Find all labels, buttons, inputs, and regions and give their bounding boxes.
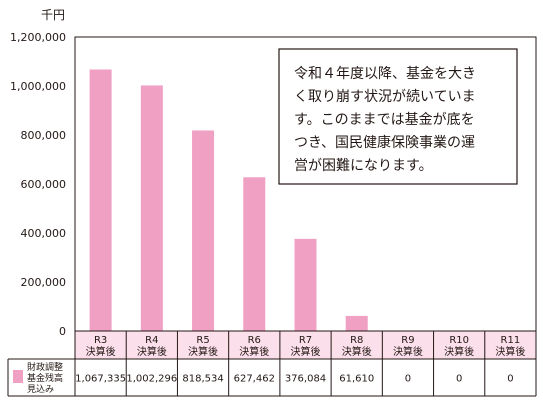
y-tick-label: 400,000 (21, 227, 67, 240)
bar (345, 315, 368, 331)
category-label-sub: 決算後 (444, 345, 474, 358)
legend-swatch (13, 370, 23, 383)
bar (192, 130, 215, 331)
bar (89, 69, 112, 331)
annotation-line: 令和４年度以降、基金を大き (294, 65, 476, 82)
annotation-line: す。このままでは基金が底を (294, 111, 475, 128)
annotation-box (278, 48, 518, 185)
legend-label: 財政調整 (27, 361, 63, 373)
annotation-line: く取り崩す状況が続いていま (294, 88, 476, 105)
legend-label: 基金残高 (27, 372, 63, 384)
bar (243, 177, 266, 331)
category-label-sub: 決算後 (86, 345, 116, 358)
category-label: R11 (501, 335, 521, 346)
category-label: R7 (299, 335, 312, 346)
annotation-line: つき、国民健康保険事業の運 (294, 134, 475, 151)
category-label: R8 (350, 335, 363, 346)
y-tick-label: 0 (59, 325, 66, 338)
value-label: 1,002,296 (126, 374, 177, 385)
annotation-line: 営が困難になります。 (294, 158, 433, 174)
category-label: R9 (401, 335, 414, 346)
category-header-band (75, 331, 536, 359)
value-label: 0 (507, 374, 513, 385)
value-label: 0 (456, 374, 462, 385)
y-tick-label: 1,200,000 (10, 31, 66, 44)
category-label-sub: 決算後 (137, 345, 167, 358)
category-label: R4 (145, 335, 158, 346)
legend-label: 見込み (27, 384, 54, 395)
category-label-sub: 決算後 (188, 345, 218, 358)
value-label: 1,067,335 (75, 374, 126, 385)
value-label: 627,462 (234, 374, 275, 385)
category-label-sub: 決算後 (291, 345, 321, 358)
y-unit-label: 千円 (41, 8, 65, 22)
y-tick-label: 600,000 (21, 178, 67, 191)
category-label: R6 (248, 335, 261, 346)
y-tick-label: 200,000 (21, 276, 67, 289)
category-label: R10 (449, 335, 469, 346)
bar (140, 85, 163, 332)
y-tick-label: 1,000,000 (10, 80, 66, 93)
value-label: 376,084 (285, 374, 326, 385)
category-label: R3 (94, 335, 107, 346)
category-label-sub: 決算後 (342, 345, 372, 358)
category-label: R5 (196, 335, 209, 346)
value-label: 818,534 (182, 374, 223, 385)
value-label: 61,610 (339, 374, 374, 385)
y-tick-label: 800,000 (21, 129, 67, 142)
category-label-sub: 決算後 (393, 345, 423, 358)
category-label-sub: 決算後 (495, 345, 525, 358)
value-label: 0 (405, 374, 411, 385)
bar (294, 238, 317, 331)
category-label-sub: 決算後 (239, 345, 269, 358)
